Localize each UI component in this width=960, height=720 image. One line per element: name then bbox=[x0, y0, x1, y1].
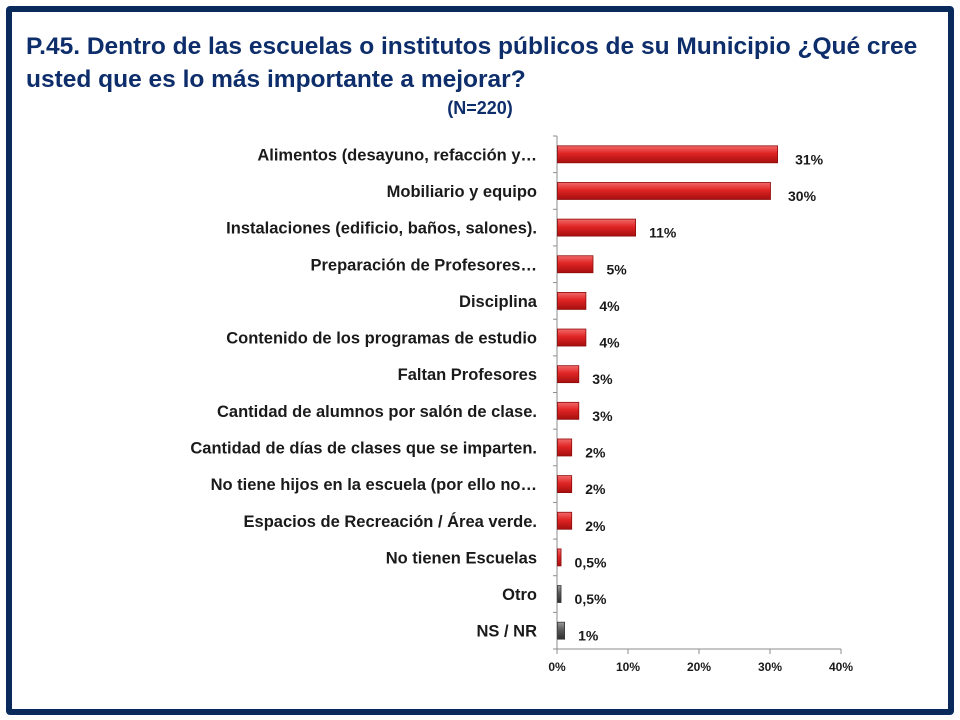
value-label: 2% bbox=[585, 444, 606, 460]
value-label: 11% bbox=[649, 225, 677, 241]
bar bbox=[557, 438, 573, 457]
category-label: No tiene hijos en la escuela (por ello n… bbox=[211, 476, 537, 494]
bar bbox=[557, 401, 580, 420]
category-label: NS / NR bbox=[476, 623, 537, 641]
bar bbox=[557, 182, 771, 200]
bar bbox=[557, 475, 573, 494]
x-tick-label: 0% bbox=[548, 660, 566, 674]
category-label: Mobiliario y equipo bbox=[387, 183, 537, 201]
x-tick-label: 10% bbox=[616, 660, 640, 674]
bar bbox=[557, 145, 779, 164]
category-label: Faltan Profesores bbox=[398, 366, 537, 384]
value-label: 2% bbox=[585, 481, 606, 497]
value-label: 0,5% bbox=[575, 591, 607, 607]
bar bbox=[557, 255, 594, 274]
category-label: Alimentos (desayuno, refacción y… bbox=[257, 146, 537, 164]
bar bbox=[557, 218, 636, 237]
category-label: Disciplina bbox=[459, 293, 538, 311]
category-label: Otro bbox=[502, 586, 537, 604]
chart-title: P.45. Dentro de las escuelas o instituto… bbox=[26, 33, 918, 93]
category-label: Preparación de Profesores… bbox=[310, 256, 537, 274]
category-label: Contenido de los programas de estudio bbox=[226, 330, 537, 348]
bar bbox=[557, 291, 587, 310]
category-label: Cantidad de alumnos por salón de clase. bbox=[217, 403, 537, 421]
value-label: 31% bbox=[795, 151, 824, 167]
category-label: Cantidad de días de clases que se impart… bbox=[190, 439, 537, 457]
x-tick-label: 40% bbox=[829, 660, 853, 674]
value-label: 30% bbox=[788, 188, 817, 204]
bar bbox=[557, 511, 573, 530]
chart-subtitle: (N=220) bbox=[447, 98, 513, 118]
value-label: 3% bbox=[592, 408, 613, 424]
slide-frame bbox=[6, 6, 954, 715]
bar bbox=[557, 585, 562, 603]
bar bbox=[557, 328, 587, 347]
value-label: 3% bbox=[592, 371, 613, 387]
bar bbox=[557, 365, 580, 384]
x-tick-label: 20% bbox=[687, 660, 711, 674]
bar bbox=[557, 621, 565, 640]
category-label: No tienen Escuelas bbox=[386, 549, 537, 567]
value-label: 5% bbox=[607, 261, 628, 277]
category-label: Instalaciones (edificio, baños, salones)… bbox=[226, 220, 537, 238]
category-label: Espacios de Recreación / Área verde. bbox=[244, 512, 537, 531]
x-tick-label: 30% bbox=[758, 660, 782, 674]
bar bbox=[557, 548, 562, 567]
value-label: 1% bbox=[578, 628, 599, 644]
value-label: 4% bbox=[599, 298, 620, 314]
value-label: 2% bbox=[585, 518, 606, 534]
value-label: 4% bbox=[599, 335, 620, 351]
value-label: 0,5% bbox=[575, 554, 607, 570]
